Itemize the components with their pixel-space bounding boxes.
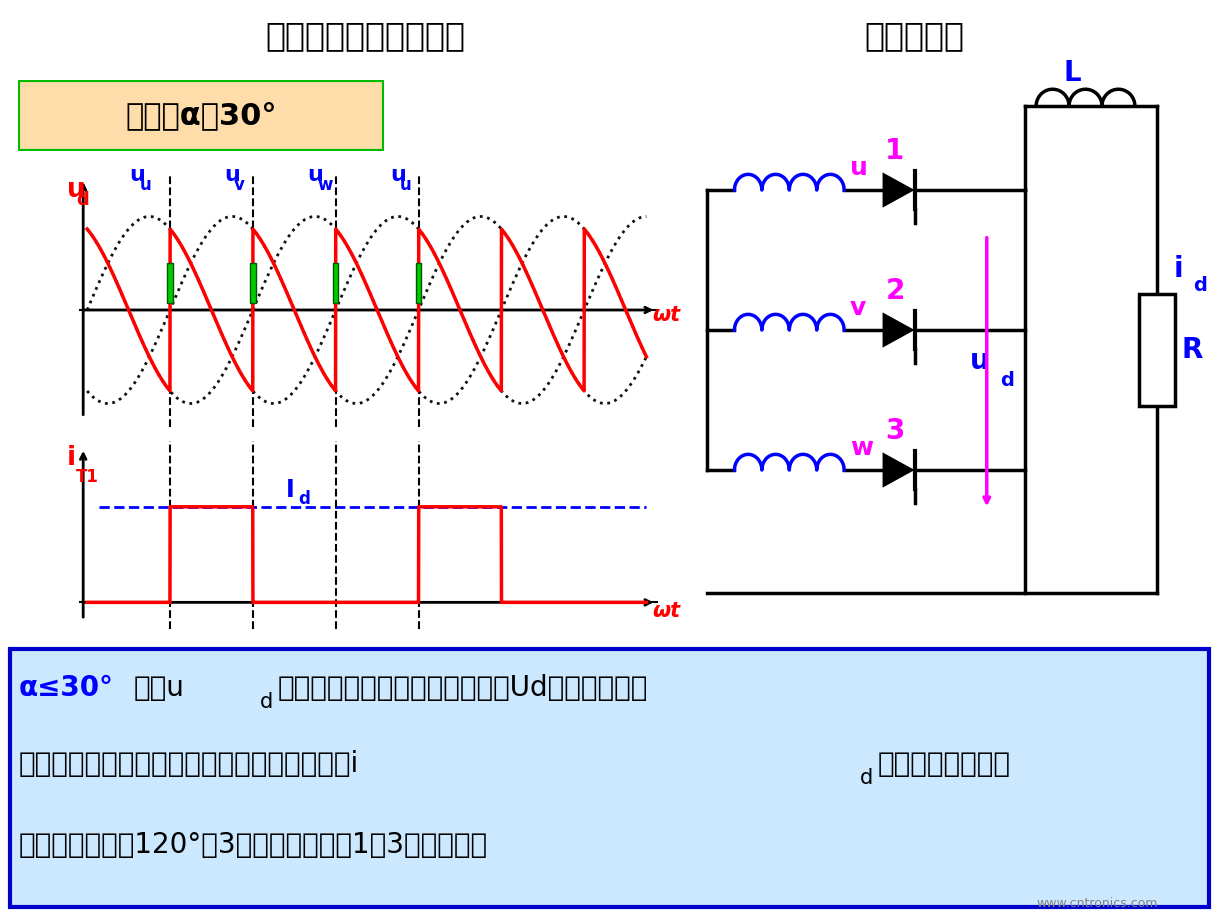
Text: 时，u: 时，u [134,675,185,702]
Text: 阻性负载一样；当电感足够大时，可近似认为i: 阻性负载一样；当电感足够大时，可近似认为i [18,750,358,778]
Text: d: d [260,692,273,712]
Text: ωt: ωt [652,601,680,621]
Text: v: v [234,176,245,195]
Text: 3: 3 [885,417,904,445]
Text: 1: 1 [885,137,904,165]
Bar [250,263,256,303]
Text: u: u [139,176,151,195]
Text: R: R [1181,336,1203,364]
Text: 晶闸管导通角为120°，3个晶闸管各负担1／3的负载电流: 晶闸管导通角为120°，3个晶闸管各负担1／3的负载电流 [18,831,488,859]
Text: i: i [1174,255,1182,283]
Text: u: u [224,165,240,185]
Text: d: d [76,191,89,208]
Text: L: L [1064,59,1081,87]
Text: α≤30°: α≤30° [18,675,113,702]
Text: u: u [400,176,412,195]
Text: 控制角α＝30°: 控制角α＝30° [126,101,277,130]
Text: u: u [390,165,406,185]
Text: v: v [850,296,865,319]
Polygon shape [883,453,914,487]
Text: 波形与纯电阻性负载波形一样，Ud计算式和纯电: 波形与纯电阻性负载波形一样，Ud计算式和纯电 [278,675,649,702]
Text: u: u [850,156,868,180]
Text: u: u [67,177,87,203]
Polygon shape [883,173,914,207]
Bar [416,263,422,303]
Text: u: u [307,165,323,185]
Text: 电感性负载: 电感性负载 [864,19,964,52]
Text: d: d [1001,371,1014,390]
Text: w: w [317,176,333,195]
Text: d: d [859,768,873,788]
Polygon shape [883,312,914,348]
Text: T1: T1 [76,468,99,487]
Text: u: u [970,347,990,375]
Text: i: i [67,445,76,471]
Text: I: I [286,477,295,501]
Text: d: d [1193,275,1208,295]
Text: 波形为平直波形，: 波形为平直波形， [878,750,1011,778]
FancyBboxPatch shape [18,80,384,151]
Text: 2: 2 [885,277,904,305]
FancyBboxPatch shape [10,649,1209,907]
Bar [333,263,339,303]
Text: www.cntronics.com: www.cntronics.com [1036,897,1158,910]
Text: d: d [299,490,310,508]
Text: w: w [850,436,873,460]
Text: u: u [129,165,145,185]
Text: ωt: ωt [652,305,680,325]
Bar [1139,294,1175,406]
Bar [167,263,173,303]
Text: 三相半波可控整流电路: 三相半波可控整流电路 [266,19,466,52]
